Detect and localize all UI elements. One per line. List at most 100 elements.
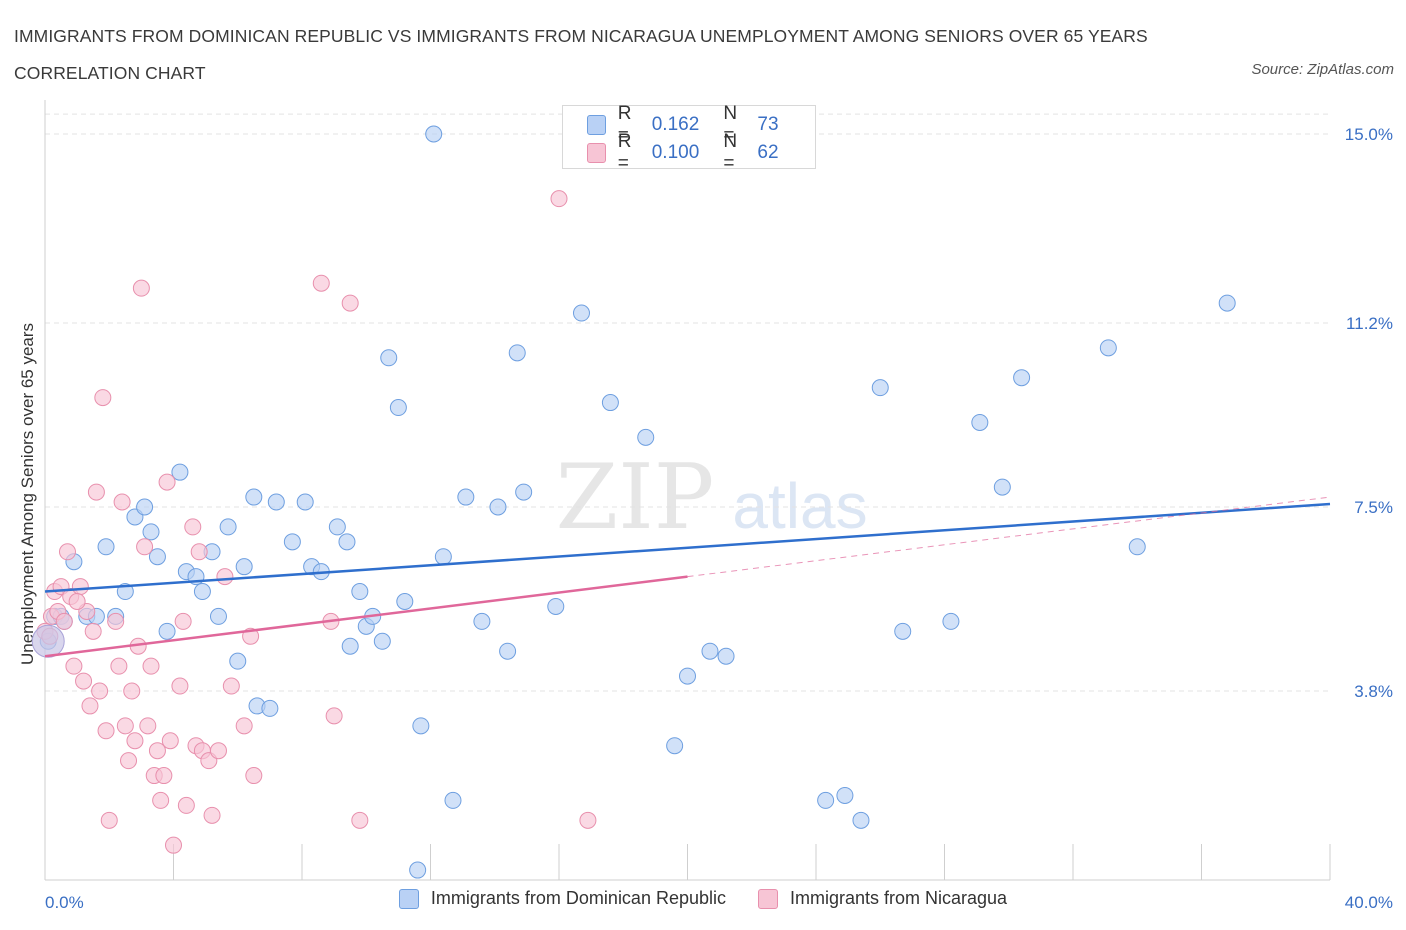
blue-point: [142, 523, 160, 541]
blue-point: [871, 379, 889, 397]
pink-point: [158, 473, 176, 491]
trend-line-nicaragua-extension: [687, 496, 1331, 578]
blue-point: [836, 786, 854, 804]
r-label: R =: [617, 131, 632, 174]
pink-point: [579, 811, 597, 829]
pink-point: [174, 612, 192, 630]
pink-point: [94, 389, 112, 407]
pink-point: [136, 538, 154, 556]
y-tick-label: 15.0%: [1345, 125, 1393, 144]
pink-point: [216, 568, 234, 586]
r-label: R =: [617, 103, 632, 146]
pink-point: [171, 677, 189, 695]
n-value: 73: [757, 114, 779, 135]
blue-point: [457, 488, 475, 506]
pink-point: [245, 767, 263, 785]
blue-point: [852, 811, 870, 829]
pink-point: [550, 190, 568, 208]
blue-point: [193, 583, 211, 601]
blue-point: [219, 518, 237, 536]
pink-point: [120, 752, 138, 770]
series-dominican: [39, 125, 1236, 879]
legend-label: Immigrants from Nicaragua: [790, 888, 1008, 908]
n-label: N =: [723, 131, 738, 174]
blue-point: [261, 699, 279, 717]
blue-point: [817, 791, 835, 809]
legend-label: Immigrants from Dominican Republic: [430, 888, 726, 908]
blue-point: [283, 533, 301, 551]
pink-point: [100, 811, 118, 829]
legend-row-nicaragua: R = 0.100 N = 62: [587, 131, 815, 174]
pink-point: [132, 279, 150, 297]
legend-swatch-pink: [587, 143, 606, 163]
blue-point: [412, 717, 430, 735]
blue-point: [373, 632, 391, 650]
pink-point: [142, 657, 160, 675]
pink-point: [351, 811, 369, 829]
pink-point: [107, 612, 125, 630]
blue-point: [1128, 538, 1146, 556]
legend-row-dominican: R = 0.162 N = 73: [587, 103, 815, 146]
blue-point: [341, 637, 359, 655]
blue-point: [396, 592, 414, 610]
blue-point: [489, 498, 507, 516]
blue-point: [601, 394, 619, 412]
pink-point: [177, 796, 195, 814]
pink-point: [184, 518, 202, 536]
x-tick-label: 40.0%: [1345, 893, 1393, 912]
blue-point: [245, 488, 263, 506]
blue-point: [547, 597, 565, 615]
pink-point: [97, 722, 115, 740]
blue-point: [508, 344, 526, 362]
pink-point: [123, 682, 141, 700]
y-axis-label: Unemployment Among Seniors over 65 years: [18, 323, 37, 665]
blue-point: [473, 612, 491, 630]
pink-point: [312, 274, 330, 292]
pink-point: [341, 294, 359, 312]
blue-point: [434, 548, 452, 566]
pink-point: [209, 742, 227, 760]
legend-swatch-blue: [398, 888, 419, 909]
watermark-atlas: atlas: [732, 470, 867, 542]
pink-point: [148, 742, 166, 760]
legend-item-nicaragua: Immigrants from Nicaragua: [758, 888, 1007, 909]
blue-point: [338, 533, 356, 551]
legend-swatch-blue: [587, 115, 606, 135]
blue-point: [666, 737, 684, 755]
source-label: Source: ZipAtlas.com: [1251, 61, 1394, 78]
blue-point: [235, 558, 253, 576]
blue-point: [637, 428, 655, 446]
blue-point: [701, 642, 719, 660]
pink-point: [152, 791, 170, 809]
blue-point: [209, 607, 227, 625]
blue-point: [1013, 369, 1031, 387]
blue-point: [148, 548, 166, 566]
blue-point: [136, 498, 154, 516]
n-value: 62: [757, 142, 779, 163]
y-tick-label: 7.5%: [1354, 498, 1393, 517]
y-tick-label: 3.8%: [1354, 682, 1393, 701]
y-tick-label: 11.2%: [1346, 314, 1393, 333]
series-legend: Immigrants from Dominican Republic Immig…: [0, 888, 1406, 909]
blue-point: [499, 642, 517, 660]
blue-point: [351, 583, 369, 601]
x-tick-label: 0.0%: [45, 893, 84, 912]
r-value: 0.100: [651, 142, 700, 163]
blue-point: [993, 478, 1011, 496]
pink-point: [91, 682, 109, 700]
blue-point: [679, 667, 696, 685]
correlation-legend: R = 0.162 N = 73 R = 0.100 N = 62: [562, 103, 816, 174]
blue-point: [894, 622, 912, 640]
blue-point: [296, 493, 314, 511]
blue-point: [515, 483, 533, 501]
blue-point: [158, 622, 176, 640]
pink-point: [126, 732, 144, 750]
pink-point: [155, 767, 173, 785]
pink-point: [71, 578, 89, 596]
pink-point: [116, 717, 134, 735]
pink-point: [65, 657, 83, 675]
blue-point: [267, 493, 285, 511]
r-value: 0.162: [651, 114, 700, 135]
series-nicaragua: [36, 190, 597, 854]
blue-point: [572, 304, 590, 322]
